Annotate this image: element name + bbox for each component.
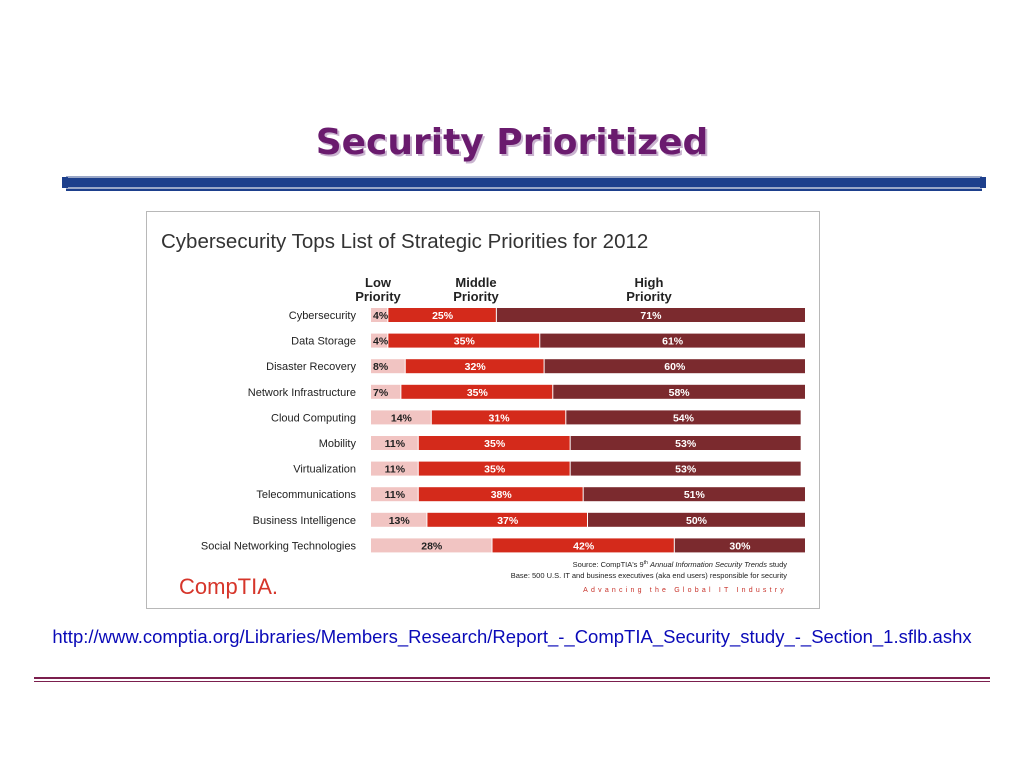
bar-low-priority: [371, 308, 388, 322]
data-label: 32%: [465, 361, 487, 373]
category-label: Cloud Computing: [271, 412, 356, 424]
chart-figure: Cybersecurity Tops List of Strategic Pri…: [146, 211, 820, 609]
data-label: 4%: [373, 336, 389, 348]
data-label: 13%: [389, 515, 411, 527]
bar-low-priority: [371, 359, 405, 374]
data-label: 25%: [432, 310, 454, 322]
bar-low-priority: [371, 333, 388, 348]
series-header-3-line1: High: [635, 275, 664, 290]
bar-middle-priority: [492, 538, 674, 553]
bar-middle-priority: [405, 359, 544, 374]
bar-high-priority: [544, 359, 805, 374]
title-divider: [62, 176, 986, 189]
stacked-bar-chart: Cybersecurity Tops List of Strategic Pri…: [161, 230, 805, 599]
category-label: Cybersecurity: [289, 310, 357, 322]
bar-high-priority: [583, 487, 805, 502]
data-label: 14%: [391, 412, 413, 424]
data-label: 35%: [454, 336, 476, 348]
data-label: 30%: [729, 540, 751, 552]
data-label: 51%: [684, 489, 706, 501]
slide-title: Security Prioritized: [315, 122, 709, 163]
data-label: 8%: [373, 361, 389, 373]
bar-low-priority: [371, 512, 427, 527]
data-label: 11%: [385, 489, 406, 501]
bar-middle-priority: [388, 308, 496, 322]
tagline: Advancing the Global IT Industry: [583, 587, 787, 594]
category-label: Network Infrastructure: [248, 387, 356, 399]
category-label: Telecommunications: [256, 489, 356, 501]
bottom-divider: [34, 677, 990, 679]
data-label: 53%: [675, 438, 697, 450]
data-label: 4%: [373, 310, 389, 322]
bar-high-priority: [496, 308, 805, 322]
series-header-2-line1: Middle: [455, 275, 496, 290]
data-label: 35%: [467, 387, 489, 399]
bar-middle-priority: [431, 410, 566, 425]
data-label: 7%: [373, 387, 389, 399]
bar-high-priority: [674, 538, 805, 553]
bar-high-priority: [570, 436, 801, 450]
bar-low-priority: [371, 410, 431, 425]
data-label: 61%: [662, 336, 684, 348]
bar-high-priority: [566, 410, 801, 425]
series-header-3-line2: Priority: [626, 289, 672, 304]
bar-low-priority: [371, 384, 401, 399]
data-label: 58%: [669, 387, 691, 399]
source-link[interactable]: http://www.comptia.org/Libraries/Members…: [52, 626, 972, 647]
series-header-2-line2: Priority: [453, 289, 499, 304]
bar-middle-priority: [388, 333, 540, 348]
category-label: Mobility: [319, 438, 357, 450]
bar-middle-priority: [418, 461, 570, 476]
category-label: Virtualization: [293, 464, 356, 476]
data-label: 35%: [484, 464, 506, 476]
data-label: 31%: [489, 412, 511, 424]
data-label: 53%: [675, 464, 697, 476]
category-label: Disaster Recovery: [266, 361, 356, 373]
bar-middle-priority: [401, 384, 553, 399]
category-label: Data Storage: [291, 336, 356, 348]
bar-low-priority: [371, 461, 418, 476]
category-label: Social Networking Technologies: [201, 540, 357, 552]
bar-middle-priority: [418, 436, 570, 450]
base-note: Base: 500 U.S. IT and business executive…: [511, 571, 788, 580]
data-label: 28%: [421, 540, 443, 552]
data-label: 50%: [686, 515, 708, 527]
category-label: Business Intelligence: [253, 515, 356, 527]
bar-high-priority: [588, 512, 805, 527]
series-header-1-line2: Priority: [355, 289, 401, 304]
data-label: 54%: [673, 412, 695, 424]
data-label: 37%: [497, 515, 519, 527]
data-label: 35%: [484, 438, 506, 450]
bar-high-priority: [540, 333, 805, 348]
bar-low-priority: [371, 538, 492, 553]
source-note: Source: CompTIA's 9th Annual Information…: [573, 560, 788, 569]
bar-low-priority: [371, 436, 418, 450]
bar-high-priority: [553, 384, 805, 399]
comptia-logo: CompTIA.: [179, 574, 278, 599]
data-label: 11%: [385, 464, 406, 476]
data-label: 71%: [640, 310, 662, 322]
bar-middle-priority: [418, 487, 583, 502]
data-label: 42%: [573, 540, 595, 552]
bar-middle-priority: [427, 512, 587, 527]
data-label: 11%: [385, 438, 406, 450]
data-label: 38%: [491, 489, 513, 501]
chart-title: Cybersecurity Tops List of Strategic Pri…: [161, 230, 648, 253]
data-label: 60%: [664, 361, 686, 373]
bottom-divider-thin: [34, 681, 990, 682]
bar-high-priority: [570, 461, 801, 476]
series-header-1-line1: Low: [365, 275, 392, 290]
bar-low-priority: [371, 487, 418, 502]
